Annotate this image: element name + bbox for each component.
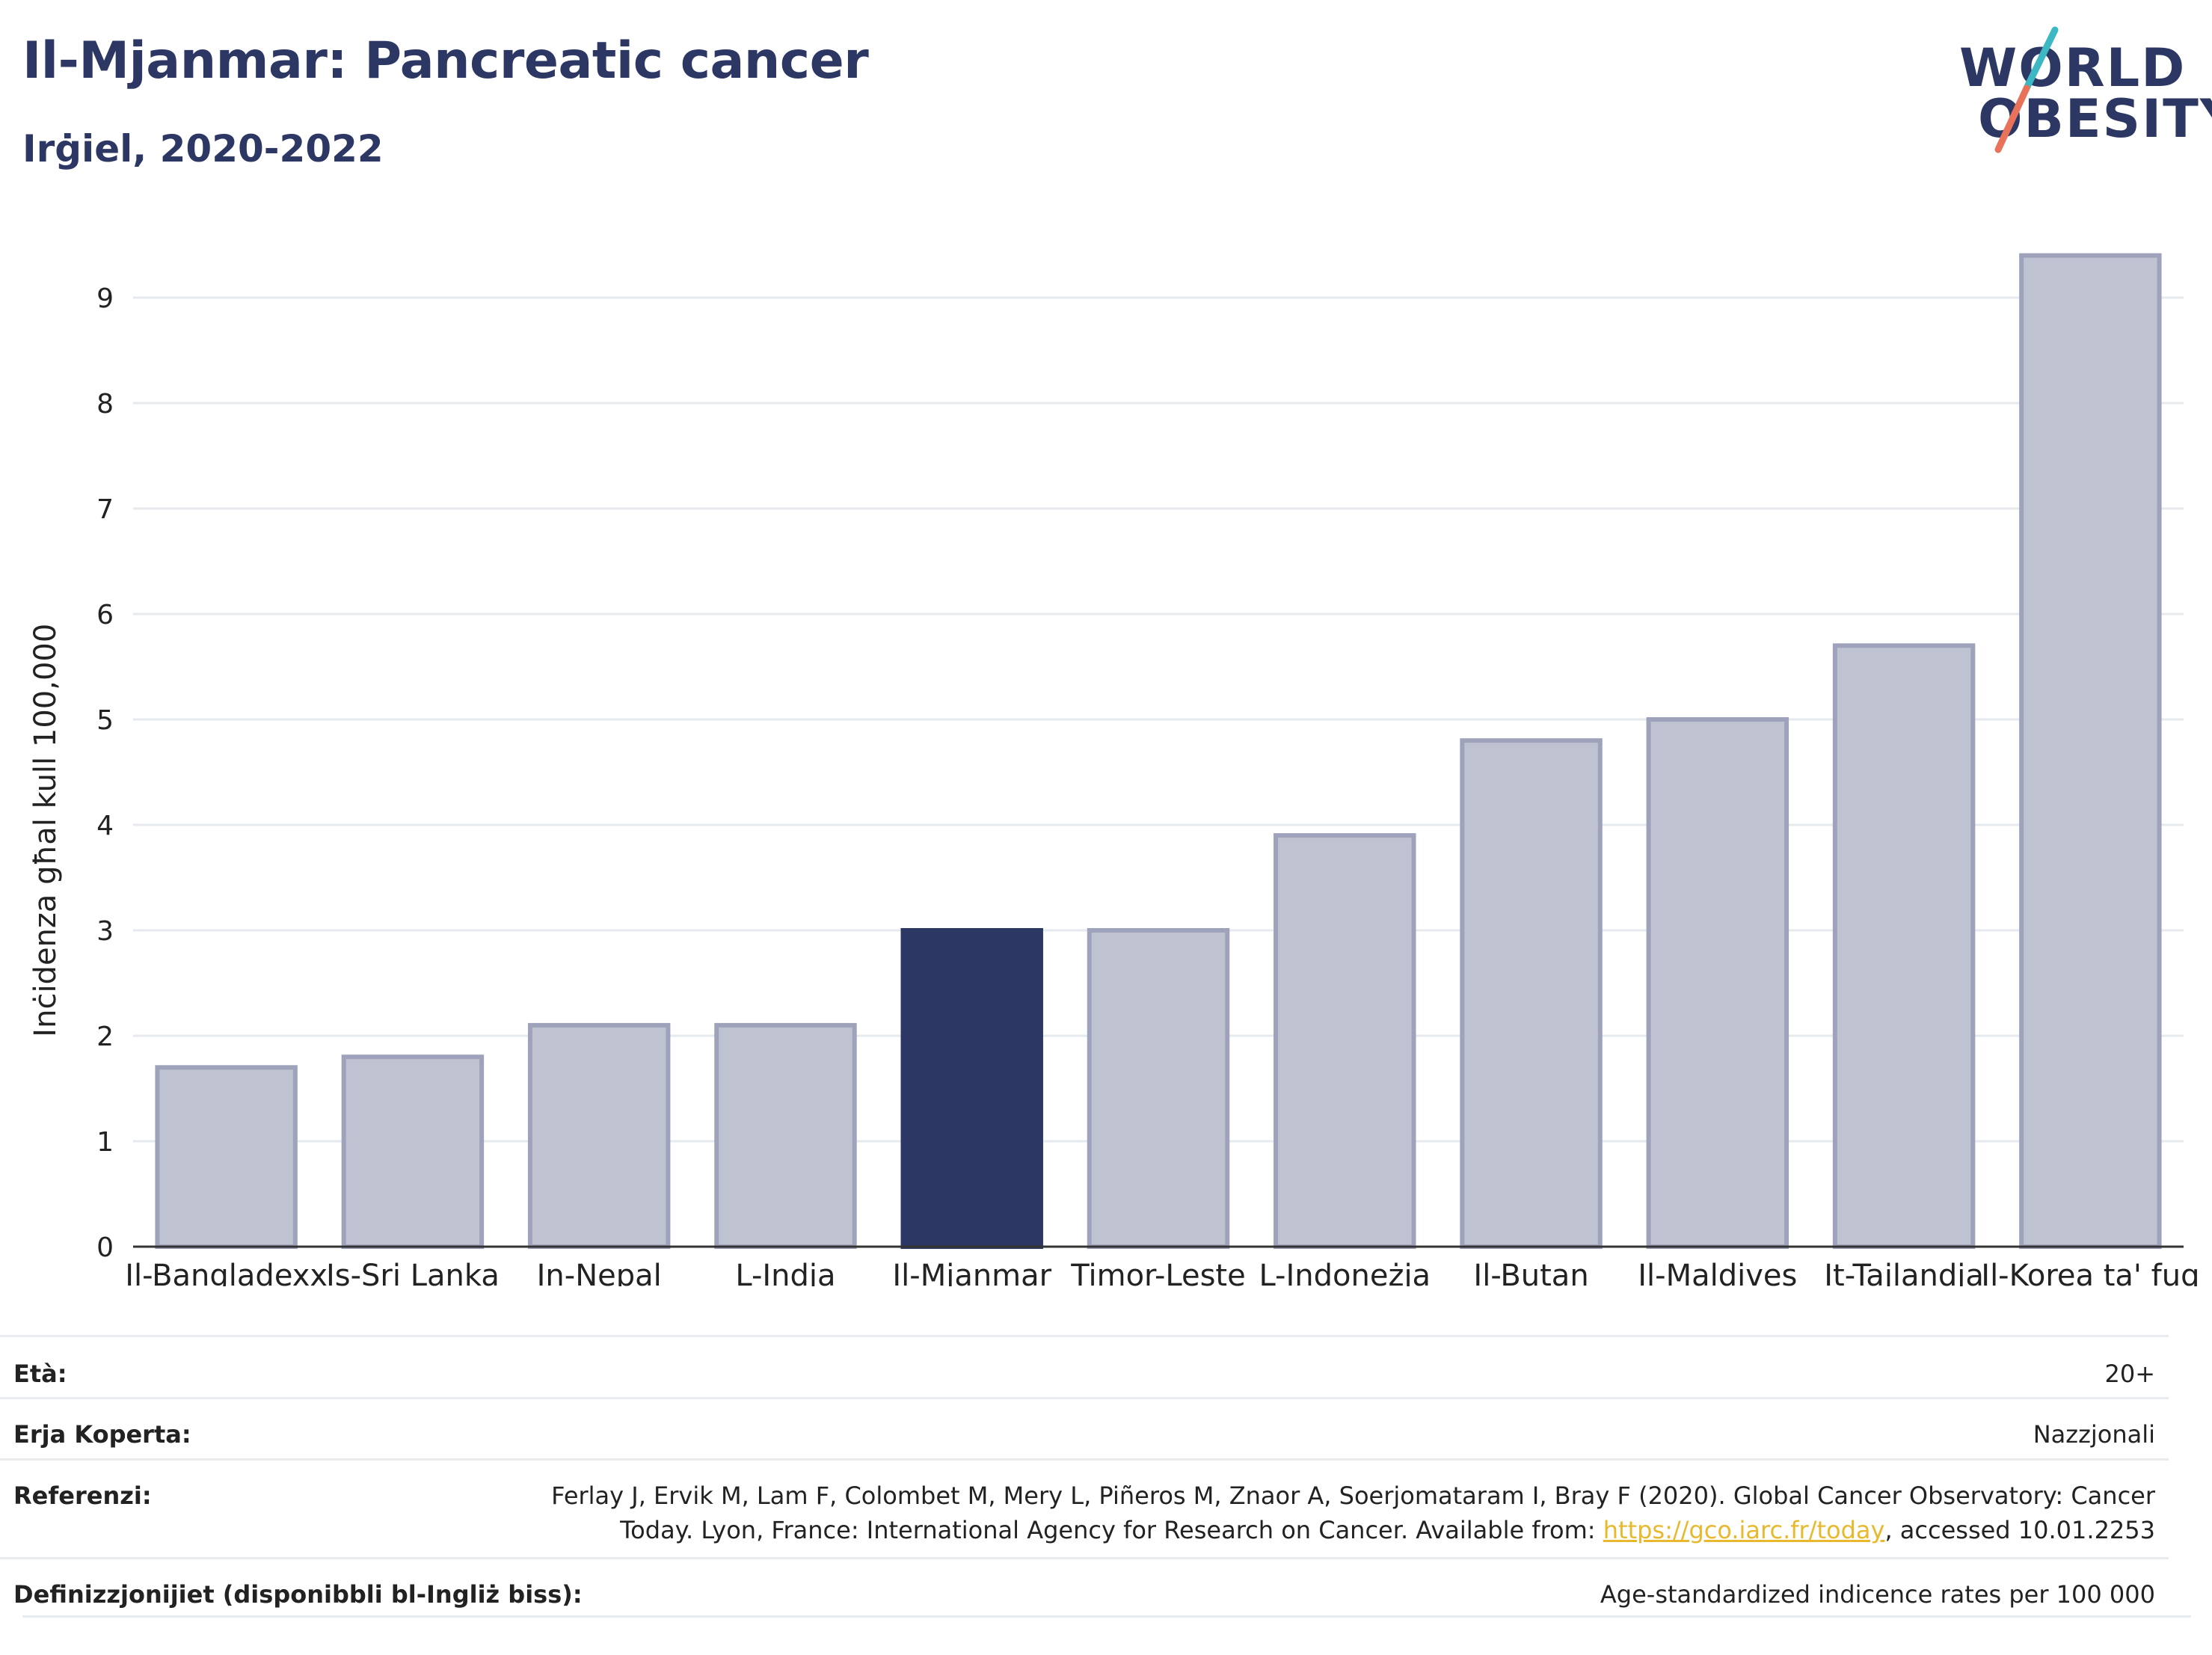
logo-text-world: WORLD [1959,37,2187,99]
references-link[interactable]: https://gco.iarc.fr/today [1603,1516,1885,1544]
y-tick-layer: 0 1 2 3 4 5 6 7 8 9 [96,283,114,1263]
references-line-2-text: Today. Lyon, France: International Agenc… [620,1516,1603,1544]
y-tick-label: 6 [96,600,114,630]
bar-timor-leste [1087,928,1230,1249]
bar-layer [155,253,2162,1250]
bar-il-butan [1460,738,1603,1249]
world-obesity-logo: WORLD OBESITY [1944,22,2212,157]
meta-row-area: Erja Koperta: Nazzjonali [0,1397,2169,1449]
y-tick-label: 8 [96,389,114,420]
y-tick-label: 2 [96,1022,114,1052]
bar-is-sri-lanka [341,1054,485,1249]
x-category-label: L-Indja [735,1259,835,1286]
meta-row-definitions: Definizzjonijiet (disponibbli bl-Ingliż … [0,1557,2169,1609]
bar-l-indja [714,1022,857,1250]
references-line-2-suffix: , accessed 10.01.2253 [1884,1516,2155,1544]
references-label: Referenzi: [13,1481,152,1510]
definitions-value: Age-standardized indicence rates per 100… [1600,1580,2155,1609]
meta-row-age: Età: 20+ [0,1335,2169,1388]
meta-row-references: Referenzi: Ferlay J, Ervik M, Lam F, Col… [0,1458,2169,1544]
references-line-2: Today. Lyon, France: International Agenc… [510,1513,2155,1547]
x-category-label: Is-Sri Lanka [326,1259,500,1286]
x-category-label: Il-Butan [1473,1259,1588,1286]
definitions-label: Definizzjonijiet (disponibbli bl-Ingliż … [13,1580,583,1609]
x-category-label: Il-Maldives [1638,1259,1797,1286]
x-category-label: Il-Bangladexx [125,1259,328,1286]
bar-il-maldives [1646,717,1789,1249]
chart-subtitle: Irġiel, 2020-2022 [22,127,384,171]
meta-bottom-divider [22,1615,2191,1618]
x-category-label: Il-Korea ta' fuq [1981,1259,2199,1286]
bar-l-indone-ja [1274,833,1416,1249]
x-category-label: L-Indoneżja [1259,1259,1431,1286]
x-category-label: Timor-Leste [1070,1259,1245,1286]
y-tick-label: 9 [96,283,114,314]
age-value: 20+ [2104,1360,2155,1388]
bar-it-tajlandja [1832,643,1976,1249]
bar-il-korea-ta-fuq [2019,253,2162,1250]
area-label: Erja Koperta: [13,1420,191,1449]
y-tick-label: 4 [96,811,114,841]
x-category-label: It-Tajlandja [1824,1259,1984,1286]
area-value: Nazzjonali [2033,1420,2155,1449]
y-tick-label: 0 [96,1232,114,1263]
y-tick-label: 3 [96,916,114,947]
references-value: Ferlay J, Ervik M, Lam F, Colombet M, Me… [510,1479,2155,1547]
x-category-label: In-Nepal [537,1259,662,1286]
logo-slash-icon [1994,26,2059,153]
y-tick-label: 5 [96,705,114,736]
y-tick-label: 1 [96,1127,114,1158]
age-label: Età: [13,1360,67,1388]
chart-title: Il-Mjanmar: Pancreatic cancer [22,31,869,90]
bar-il-mjanmar [900,928,1043,1249]
x-category-label: Il-Mjanmar [892,1259,1051,1286]
bar-in-nepal [527,1022,671,1250]
references-line-1: Ferlay J, Ervik M, Lam F, Colombet M, Me… [551,1481,2155,1510]
logo-text-obesity: OBESITY [1978,88,2212,150]
y-tick-label: 7 [96,494,114,525]
y-axis-label: Inċidenza għal kull 100,000 [28,624,63,1037]
bar-il-bangladexx [155,1065,298,1250]
